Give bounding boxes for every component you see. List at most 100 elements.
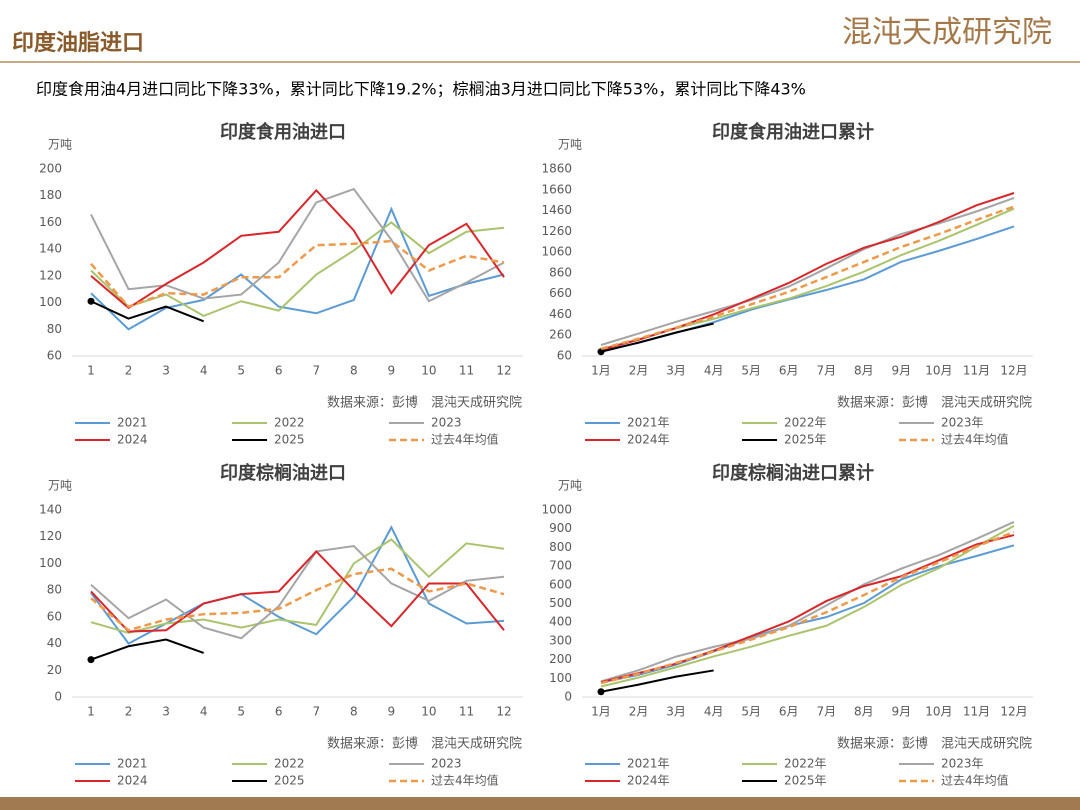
x-tick-label: 4月 bbox=[704, 705, 724, 719]
legend-label: 2023年 bbox=[941, 416, 984, 430]
y-tick-label: 1260 bbox=[541, 224, 572, 238]
y-tick-label: 460 bbox=[549, 307, 572, 321]
legend-label: 2022年 bbox=[784, 416, 827, 430]
series-line bbox=[90, 525, 505, 645]
legend-label: 2022 bbox=[274, 757, 305, 771]
subtitle: 印度食用油4月进口同比下降33%，累计同比下降19.2%；棕榈油3月进口同比下降… bbox=[36, 80, 806, 99]
y-tick-label: 140 bbox=[39, 503, 62, 517]
y-tick-label: 400 bbox=[549, 615, 572, 629]
y-tick-label: 260 bbox=[549, 328, 572, 342]
series-line bbox=[90, 239, 505, 309]
footer-bar bbox=[0, 797, 1080, 810]
x-tick-label: 9 bbox=[388, 705, 396, 719]
legend-label: 2022年 bbox=[784, 757, 827, 771]
legend-label: 2021 bbox=[117, 416, 148, 430]
x-tick-label: 1 bbox=[87, 364, 95, 378]
x-tick-label: 7 bbox=[312, 364, 320, 378]
start-marker bbox=[597, 348, 605, 356]
series-line bbox=[90, 567, 505, 632]
x-tick-label: 6 bbox=[275, 705, 283, 719]
x-tick-label: 5 bbox=[237, 705, 245, 719]
legend-label: 2024年 bbox=[627, 433, 670, 447]
y-tick-label: 800 bbox=[549, 540, 572, 554]
series-line bbox=[90, 206, 505, 331]
x-tick-label: 2月 bbox=[629, 705, 649, 719]
y-tick-label: 80 bbox=[47, 583, 62, 597]
x-tick-label: 5月 bbox=[741, 364, 761, 378]
x-tick-label: 6月 bbox=[779, 705, 799, 719]
x-tick-label: 4 bbox=[200, 705, 208, 719]
x-tick-label: 11月 bbox=[963, 364, 990, 378]
x-tick-label: 11月 bbox=[963, 705, 990, 719]
x-tick-label: 12 bbox=[496, 705, 511, 719]
legend-label: 2023 bbox=[431, 757, 462, 771]
x-tick-label: 3月 bbox=[666, 364, 686, 378]
x-tick-label: 4 bbox=[200, 364, 208, 378]
y-tick-label: 120 bbox=[39, 529, 62, 543]
y-tick-label: 100 bbox=[39, 556, 62, 570]
logo: 混沌天成研究院 bbox=[842, 15, 1052, 50]
series-line bbox=[600, 205, 1015, 351]
series-line bbox=[600, 530, 1015, 685]
series-line bbox=[90, 549, 505, 633]
series-line bbox=[90, 188, 505, 310]
x-tick-label: 11 bbox=[459, 364, 474, 378]
x-tick-label: 2 bbox=[125, 364, 133, 378]
x-tick-label: 10 bbox=[421, 364, 436, 378]
legend-label: 2024年 bbox=[627, 774, 670, 788]
x-tick-label: 5 bbox=[237, 364, 245, 378]
y-tick-label: 160 bbox=[39, 215, 62, 229]
legend-label: 2025年 bbox=[784, 774, 827, 788]
y-tick-label: 1460 bbox=[541, 203, 572, 217]
x-tick-label: 8 bbox=[350, 364, 358, 378]
y-tick-label: 1060 bbox=[541, 245, 572, 259]
x-tick-label: 1 bbox=[87, 705, 95, 719]
y-tick-label: 60 bbox=[557, 349, 572, 363]
legend-label: 2023年 bbox=[941, 757, 984, 771]
x-tick-label: 5月 bbox=[741, 705, 761, 719]
x-tick-label: 9 bbox=[388, 364, 396, 378]
x-tick-label: 2月 bbox=[629, 364, 649, 378]
chart-title: 印度食用油进口 bbox=[220, 121, 346, 143]
page-title: 印度油脂进口 bbox=[12, 30, 144, 56]
y-tick-label: 1000 bbox=[541, 503, 572, 517]
series-line bbox=[600, 525, 1015, 688]
x-tick-label: 3 bbox=[162, 364, 170, 378]
y-axis-label: 万吨 bbox=[48, 138, 72, 152]
start-marker bbox=[597, 688, 605, 696]
y-tick-label: 140 bbox=[39, 242, 62, 256]
legend-label: 2025年 bbox=[784, 433, 827, 447]
legend-label: 2021年 bbox=[627, 757, 670, 771]
y-tick-label: 860 bbox=[549, 265, 572, 279]
y-tick-label: 60 bbox=[47, 349, 62, 363]
legend-label: 2025 bbox=[274, 433, 305, 447]
x-tick-label: 12 bbox=[496, 364, 511, 378]
x-tick-label: 10月 bbox=[925, 364, 952, 378]
source-note: 数据来源：彭博 混沌天成研究院 bbox=[327, 737, 522, 752]
legend-label: 2025 bbox=[274, 774, 305, 788]
x-tick-label: 12月 bbox=[1000, 705, 1027, 719]
series-line bbox=[90, 638, 204, 661]
x-tick-label: 3月 bbox=[666, 705, 686, 719]
x-tick-label: 8 bbox=[350, 705, 358, 719]
x-tick-label: 8月 bbox=[854, 705, 874, 719]
y-tick-label: 300 bbox=[549, 633, 572, 647]
source-note: 数据来源：彭博 混沌天成研究院 bbox=[327, 396, 522, 411]
y-tick-label: 600 bbox=[549, 577, 572, 591]
legend-label: 2023 bbox=[431, 416, 462, 430]
x-tick-label: 6 bbox=[275, 364, 283, 378]
legend-label: 过去4年均值 bbox=[431, 432, 499, 447]
legend-label: 2024 bbox=[117, 433, 148, 447]
x-tick-label: 9月 bbox=[892, 705, 912, 719]
y-tick-label: 0 bbox=[54, 690, 62, 704]
legend-label: 过去4年均值 bbox=[431, 773, 499, 788]
x-tick-label: 7月 bbox=[816, 705, 836, 719]
x-tick-label: 10 bbox=[421, 705, 436, 719]
series-line bbox=[600, 197, 1015, 346]
y-tick-label: 40 bbox=[47, 636, 62, 650]
series-line bbox=[600, 207, 1015, 351]
x-tick-label: 7 bbox=[312, 705, 320, 719]
y-tick-label: 80 bbox=[47, 322, 62, 336]
y-tick-label: 120 bbox=[39, 268, 62, 282]
